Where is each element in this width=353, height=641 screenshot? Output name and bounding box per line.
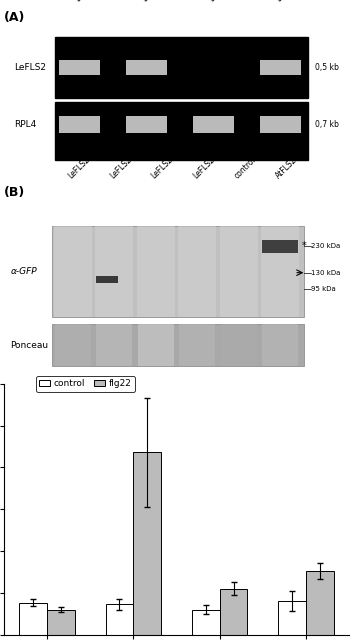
Bar: [279, 601, 306, 635]
Bar: [59, 116, 100, 133]
Text: LeFLS2-GFP-4: LeFLS2-GFP-4: [274, 0, 317, 3]
Text: LeFLS2-GFP-1: LeFLS2-GFP-1: [73, 0, 116, 3]
Text: RPL4: RPL4: [14, 120, 36, 129]
Bar: [259, 60, 301, 75]
Bar: [262, 240, 298, 253]
Text: α-GFP: α-GFP: [11, 267, 37, 276]
Bar: [96, 276, 118, 283]
Bar: [193, 116, 234, 133]
Bar: [126, 60, 167, 75]
Text: LeFLS2-GFP-4: LeFLS2-GFP-4: [191, 137, 234, 180]
Bar: [19, 603, 47, 635]
Legend: control, flg22: control, flg22: [36, 376, 135, 392]
Text: LeFLS2-GFP-3: LeFLS2-GFP-3: [207, 0, 250, 3]
Text: LeFLS2-GFP-1: LeFLS2-GFP-1: [66, 137, 109, 180]
Bar: [192, 610, 220, 635]
Text: Ponceau: Ponceau: [11, 341, 49, 350]
Text: LeFLS2-GFP-2: LeFLS2-GFP-2: [140, 0, 183, 3]
Text: LeFLS2-GFP-3: LeFLS2-GFP-3: [149, 137, 193, 180]
Bar: [106, 604, 133, 635]
Bar: [259, 116, 301, 133]
Text: 230 kDa: 230 kDa: [311, 242, 341, 249]
Bar: [306, 571, 334, 635]
Bar: [220, 588, 247, 635]
Text: 130 kDa: 130 kDa: [311, 270, 341, 276]
Bar: [47, 610, 74, 635]
Text: *: *: [301, 240, 306, 251]
Bar: [55, 37, 308, 98]
Text: (B): (B): [4, 186, 25, 199]
Text: 0,5 kb: 0,5 kb: [315, 63, 339, 72]
Bar: [55, 102, 308, 160]
Text: LeFLS2: LeFLS2: [14, 63, 46, 72]
Bar: [59, 60, 100, 75]
Text: 0,7 kb: 0,7 kb: [315, 120, 339, 129]
Text: AtFLS2-GFP: AtFLS2-GFP: [274, 142, 312, 180]
Bar: [126, 116, 167, 133]
Text: control: control: [232, 154, 258, 180]
Text: LeFLS2-GFP-2: LeFLS2-GFP-2: [108, 137, 151, 180]
Text: (A): (A): [4, 12, 25, 24]
Text: 95 kDa: 95 kDa: [311, 286, 336, 292]
Bar: [133, 453, 161, 635]
